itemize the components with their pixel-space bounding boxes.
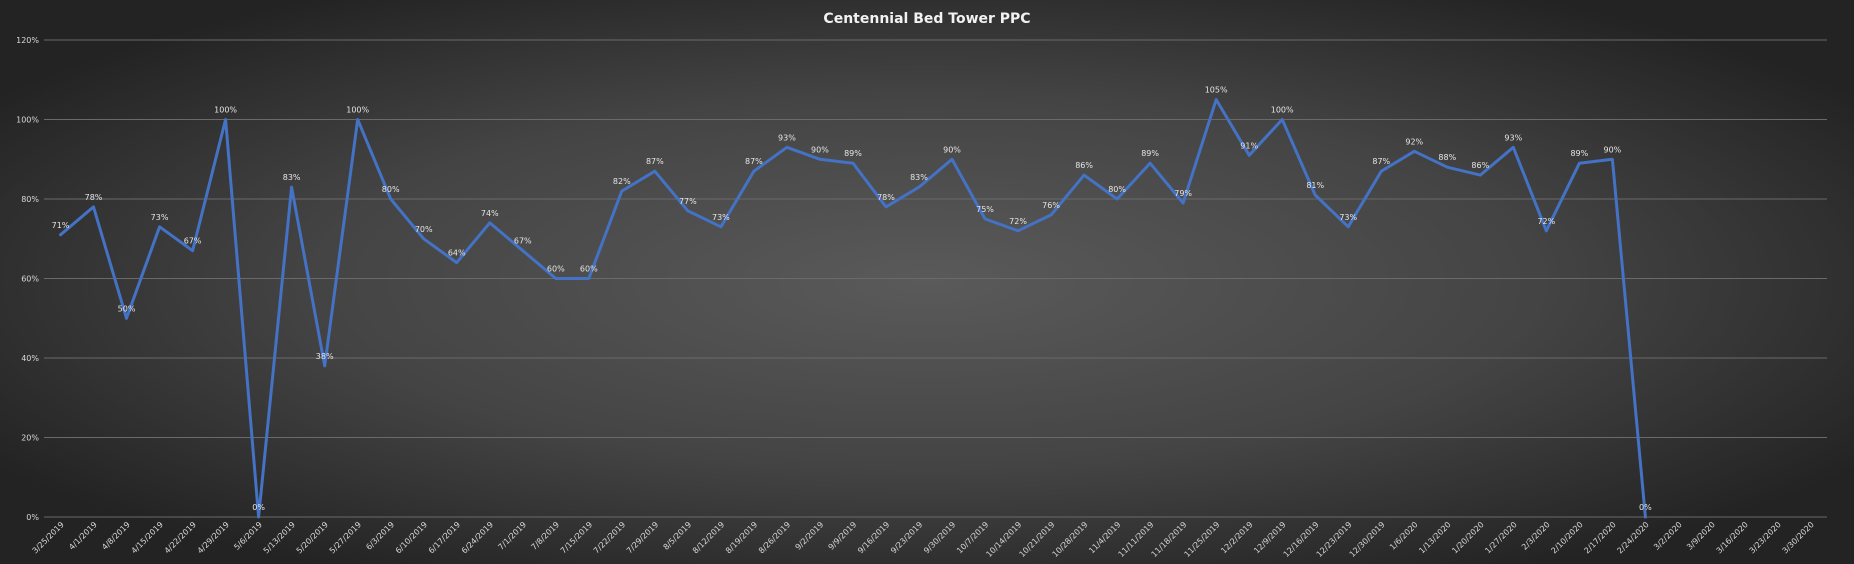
data-label: 81% (1306, 181, 1324, 190)
y-tick-label: 60% (21, 275, 39, 284)
data-label: 73% (151, 213, 169, 222)
data-label: 38% (316, 352, 334, 361)
data-label: 77% (679, 197, 697, 206)
data-label: 73% (1339, 213, 1357, 222)
data-label: 89% (1141, 149, 1159, 158)
data-label: 87% (745, 157, 763, 166)
data-label: 87% (1372, 157, 1390, 166)
data-label: 50% (118, 304, 136, 313)
data-label: 0% (252, 503, 265, 512)
y-tick-label: 80% (21, 195, 39, 204)
data-label: 93% (1504, 133, 1522, 142)
series-line (59, 98, 1647, 519)
data-label: 89% (1570, 149, 1588, 158)
data-label: 78% (877, 193, 895, 202)
data-label: 78% (85, 193, 103, 202)
data-label: 88% (1438, 153, 1456, 162)
data-label: 67% (184, 237, 202, 246)
data-label: 80% (382, 185, 400, 194)
y-tick-label: 100% (16, 116, 39, 125)
data-label: 83% (910, 173, 928, 182)
data-label: 86% (1471, 161, 1489, 170)
data-label: 74% (481, 209, 499, 218)
data-label: 100% (1271, 106, 1294, 115)
data-label: 76% (1042, 201, 1060, 210)
y-tick-label: 0% (26, 513, 39, 522)
data-label: 70% (415, 225, 433, 234)
data-label: 90% (943, 145, 961, 154)
data-label: 0% (1639, 503, 1652, 512)
data-label: 67% (514, 237, 532, 246)
data-label: 100% (214, 106, 237, 115)
data-label: 87% (646, 157, 664, 166)
y-axis: 0% 20% 40% 60% 80% 100% 120% (16, 36, 39, 522)
data-label: 71% (52, 221, 70, 230)
data-label: 75% (976, 205, 994, 214)
data-label: 64% (448, 249, 466, 258)
data-label: 90% (811, 145, 829, 154)
data-label: 79% (1174, 189, 1192, 198)
y-tick-label: 20% (21, 434, 39, 443)
data-label: 72% (1537, 217, 1555, 226)
data-label: 60% (547, 265, 565, 274)
data-label: 92% (1405, 137, 1423, 146)
data-label: 72% (1009, 217, 1027, 226)
data-label: 105% (1205, 86, 1228, 95)
data-label: 93% (778, 133, 796, 142)
gridlines (44, 39, 1827, 518)
data-label: 91% (1240, 141, 1258, 150)
data-label: 80% (1108, 185, 1126, 194)
data-label: 90% (1603, 145, 1621, 154)
chart-title: Centennial Bed Tower PPC (823, 11, 1030, 27)
y-tick-label: 120% (16, 36, 39, 45)
data-labels: 71% 78% 50% 73% 67% 100% 0% 83% 38% 100% 80% 70% 64%… (52, 86, 1653, 512)
data-label: 89% (844, 149, 862, 158)
data-label: 60% (580, 265, 598, 274)
data-label: 100% (346, 106, 369, 115)
data-label: 82% (613, 177, 631, 186)
data-label: 83% (283, 173, 301, 182)
data-label: 73% (712, 213, 730, 222)
data-label: 86% (1075, 161, 1093, 170)
y-tick-label: 40% (21, 354, 39, 363)
